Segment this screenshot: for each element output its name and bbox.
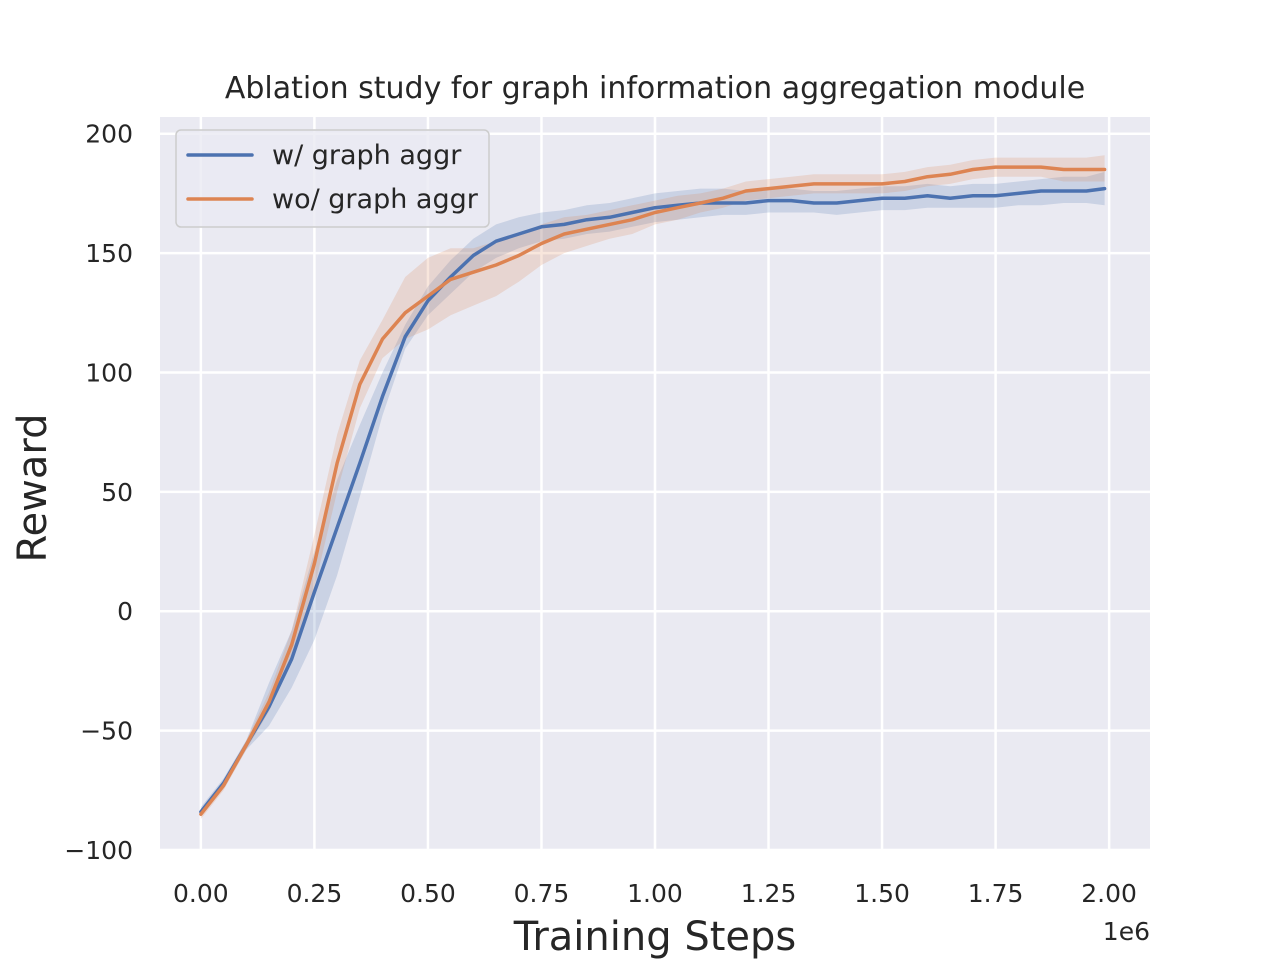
series-lines xyxy=(199,165,1107,816)
x-tick-label: 0.50 xyxy=(400,879,456,908)
y-tick-label: 0 xyxy=(117,597,133,626)
x-tick-label: 1.75 xyxy=(968,879,1024,908)
x-tick-label: 0.25 xyxy=(287,879,343,908)
y-axis-label: Reward xyxy=(10,414,56,563)
grid xyxy=(160,117,1150,852)
x-tick-label: 2.00 xyxy=(1081,879,1137,908)
y-tick-label: 200 xyxy=(85,120,133,149)
x-tick-labels: 0.00 0.25 0.50 0.75 1.00 1.25 1.50 1.75 2.00 xyxy=(173,879,1137,908)
y-tick-labels: −100 −50 0 50 100 150 200 xyxy=(64,120,133,865)
legend-label-wo-graph-aggr: wo/ graph aggr xyxy=(272,184,479,215)
chart-title: Ablation study for graph information agg… xyxy=(225,71,1085,106)
x-axis-label: Training Steps xyxy=(513,914,796,960)
y-tick-label: −100 xyxy=(64,836,133,865)
band-wo-graph-aggr xyxy=(200,155,1105,819)
legend: w/ graph aggr wo/ graph aggr xyxy=(175,129,490,228)
y-tick-label: −50 xyxy=(80,717,133,746)
x-tick-label: 1.25 xyxy=(741,879,797,908)
x-tick-label: 1.00 xyxy=(627,879,683,908)
confidence-bands xyxy=(200,155,1105,819)
legend-box xyxy=(175,129,490,228)
x-offset-label: 1e6 xyxy=(1103,917,1150,946)
x-tick-label: 0.00 xyxy=(173,879,229,908)
y-tick-label: 100 xyxy=(85,358,133,387)
y-tick-label: 50 xyxy=(101,478,133,507)
x-tick-label: 1.50 xyxy=(854,879,910,908)
legend-label-w-graph-aggr: w/ graph aggr xyxy=(272,140,462,171)
series-line-wo-graph-aggr xyxy=(199,165,1107,816)
series-line-w-graph-aggr xyxy=(199,186,1107,814)
y-tick-label: 150 xyxy=(85,239,133,268)
x-tick-label: 0.75 xyxy=(514,879,570,908)
